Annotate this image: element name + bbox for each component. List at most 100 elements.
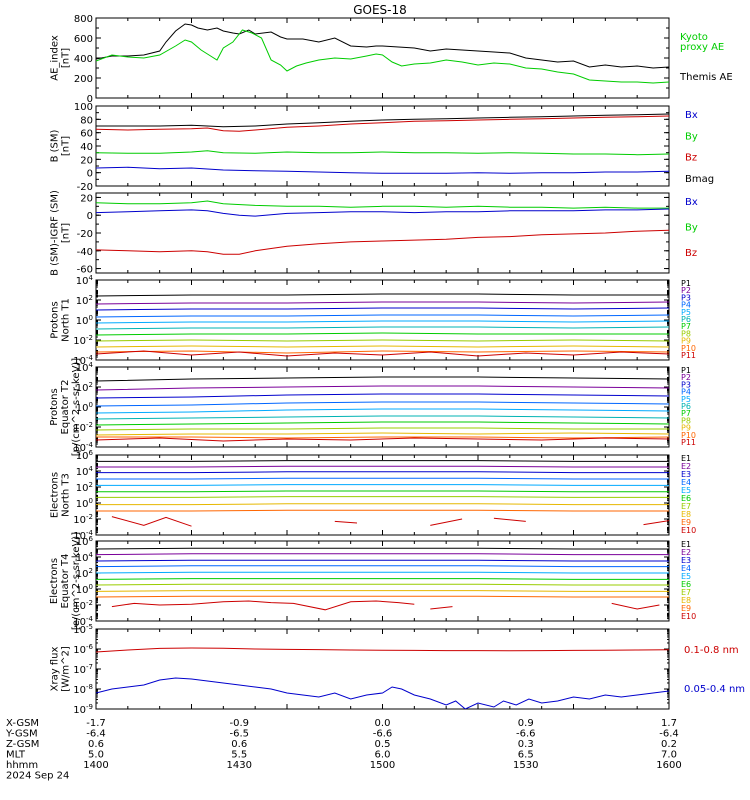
series-line-e3	[96, 559, 669, 562]
y-tick-label: 60	[80, 129, 93, 140]
y-tick-label: 800	[74, 14, 93, 25]
y-tick-label: 102	[76, 294, 93, 307]
legend-entry-e9: E9	[681, 604, 691, 613]
series-line-e10	[430, 518, 463, 526]
y-tick-label: -60	[77, 265, 93, 276]
series-line-e10	[334, 520, 358, 524]
series-group	[96, 547, 669, 611]
x-axis-value: 5.0	[88, 750, 104, 761]
series-line-p9	[96, 345, 669, 348]
series-line-p6	[96, 326, 669, 330]
x-axis-row-label: Z-GSM	[6, 739, 39, 750]
y-tick-label: 100	[76, 497, 93, 510]
y-tick-label: 0	[87, 94, 93, 105]
series-line-kyoto-proxy-ae	[96, 29, 669, 84]
legend-entry-e3: E3	[681, 470, 691, 479]
series-group	[96, 113, 669, 174]
x-axis-ephemeris: X-GSM -1.7 -0.9 0.0 0.9 1.7 Y-GSM -6.4 -6.5 -6.6 -…	[5, 718, 682, 782]
legend-entry-p8: P8	[681, 329, 691, 338]
legend-entry-p4: P4	[681, 301, 691, 310]
x-axis-value: -1.7	[86, 718, 106, 729]
series-line-e4	[96, 477, 669, 480]
legend-entry-bx: Bx	[685, 110, 698, 121]
series-line-p1	[96, 376, 669, 382]
series-line-bmag	[96, 113, 669, 128]
y-tick-label: 200	[74, 74, 93, 85]
y-axis-label: Protons	[50, 301, 61, 338]
panel-frame	[95, 279, 670, 361]
legend-entry-e1: E1	[681, 540, 691, 549]
y-tick-label: 100	[76, 314, 93, 327]
series-line-e6	[96, 490, 669, 493]
y-tick-label: 10-8	[73, 683, 93, 696]
series-line-0-05-0-4-nm	[96, 677, 669, 709]
y-axis-label: [nT]	[61, 48, 72, 68]
series-line-e5	[96, 484, 669, 486]
series-line-0-1-0-8-nm	[96, 647, 669, 653]
series-line-p11	[96, 350, 669, 357]
series-group	[96, 200, 669, 255]
series-line-e10	[611, 602, 660, 610]
panel-frame	[95, 628, 670, 710]
legend-entry-e4: E4	[681, 564, 691, 573]
y-axis-label: Equator T4	[60, 554, 71, 609]
panel-frame	[95, 540, 670, 622]
x-axis-value: 6.5	[518, 750, 534, 761]
series-line-p7	[96, 332, 669, 336]
legend-entry-p10: P10	[681, 431, 696, 440]
series-line-e10	[111, 516, 192, 527]
series-line-bx	[96, 208, 669, 217]
x-axis-value: 0.3	[518, 739, 534, 750]
x-axis-value: 1400	[83, 760, 108, 771]
series-line-e1	[96, 460, 669, 462]
y-tick-label: 10-2	[73, 334, 93, 347]
x-axis-value: -6.4	[659, 729, 679, 740]
y-axis-label: North T3	[61, 473, 72, 517]
x-axis-value: -0.9	[229, 718, 249, 729]
series-line-e10	[643, 520, 669, 526]
series-line-bz	[96, 229, 669, 255]
legend-entry-p6: P6	[681, 315, 691, 324]
series-group	[96, 460, 669, 527]
y-axis-label: North T1	[61, 298, 72, 342]
series-line-p4	[96, 401, 669, 407]
x-axis-row-label: X-GSM	[6, 718, 39, 729]
series-line-p11	[96, 437, 669, 442]
series-line-e5	[96, 571, 669, 574]
y-tick-label: 104	[76, 274, 94, 287]
x-axis-value: -6.6	[373, 729, 393, 740]
legend-entry-p7: P7	[681, 409, 691, 418]
y-axis-label: [W/m^2]	[61, 646, 72, 692]
x-axis-value: 0.2	[661, 739, 677, 750]
legend-entry-p10: P10	[681, 344, 696, 353]
series-line-e7	[96, 496, 669, 498]
y-axis-label: Xray flux	[50, 647, 61, 692]
y-axis-label: B (SM)	[50, 129, 61, 162]
panel-xray: 10-9 10-8 10-7 10-6 10-5 Xray flux [W/m^2] 0.1-…	[50, 623, 746, 716]
series-line-e7	[96, 583, 669, 586]
series-line-p3	[96, 393, 669, 399]
legend-entry-e4: E4	[681, 478, 691, 487]
legend-entry-e7: E7	[681, 588, 691, 597]
y-tick-label: 104	[76, 465, 94, 478]
legend-entry-p11: P11	[681, 438, 696, 447]
legend-entry-proxy-ae: proxy AE	[680, 42, 724, 53]
legend-entry-p1: P1	[681, 279, 691, 288]
legend-entry-e2: E2	[681, 548, 691, 557]
series-line-p4	[96, 314, 669, 318]
legend-entry-e8: E8	[681, 510, 691, 519]
x-axis-row-label: MLT	[6, 750, 26, 761]
legend-entry-p5: P5	[681, 308, 691, 317]
y-tick-label: 100	[74, 102, 93, 113]
legend-entry-p1: P1	[681, 366, 691, 375]
series-line-p10	[96, 350, 669, 354]
y-tick-label: 80	[80, 115, 93, 126]
series-line-e4	[96, 565, 669, 568]
series-line-p8	[96, 427, 669, 431]
legend-entry-p3: P3	[681, 293, 691, 302]
series-line-bz	[96, 115, 669, 132]
y-tick-label: 10-5	[73, 623, 93, 636]
